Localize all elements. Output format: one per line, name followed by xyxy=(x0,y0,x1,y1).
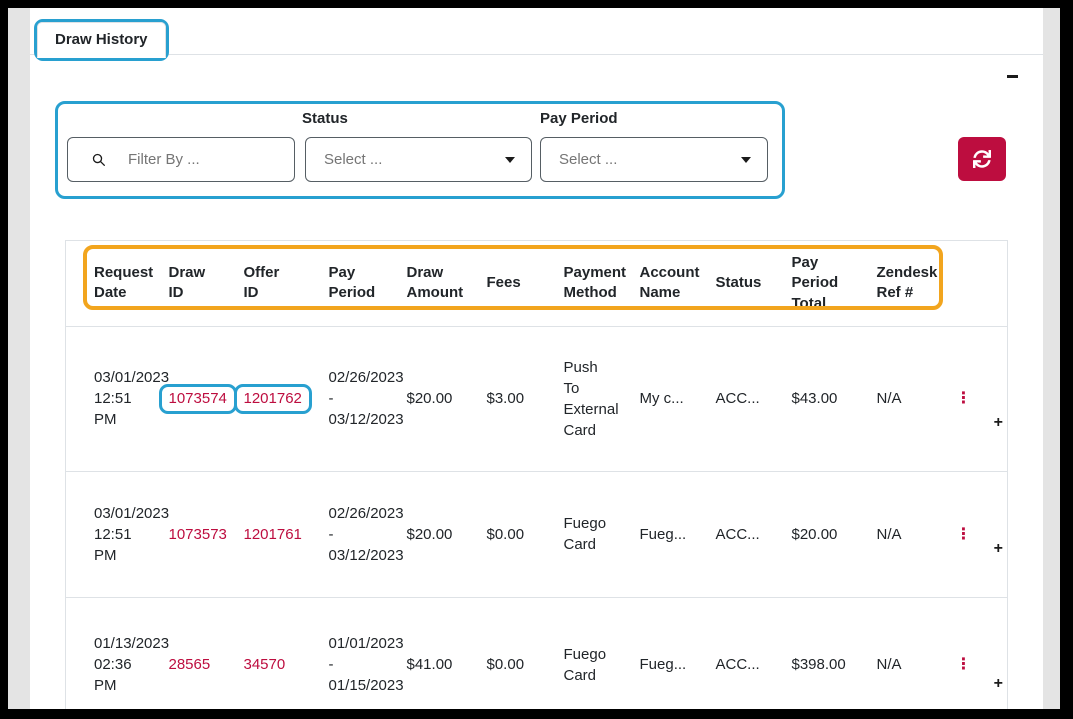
col-header-account-name: Account Name xyxy=(611,240,700,327)
cell-pay-period-total: $20.00 xyxy=(763,470,849,598)
cell-status: ACC... xyxy=(687,596,764,709)
cell-draw-amount: $20.00 xyxy=(406,390,453,408)
cell-payment-method: Push To External Card xyxy=(563,358,619,439)
cell-zendesk-ref: N/A xyxy=(848,470,938,598)
cell-fees: $3.00 xyxy=(486,390,525,408)
table-row: 03/01/2023 12:51 PM 1073574 1201762 02/2… xyxy=(66,326,1008,471)
cell-offer-id: 1201762 xyxy=(216,326,312,471)
pay-period-label: Pay Period xyxy=(540,110,618,127)
tab-bar xyxy=(30,8,1043,55)
cell-offer-id: 1201761 xyxy=(215,470,302,598)
cell-actions: ⋮ xyxy=(938,326,973,471)
draw-history-table: Request Date Draw ID Offer ID Pay Period… xyxy=(65,240,1008,709)
offer-id-link[interactable]: 34570 xyxy=(243,656,286,674)
cell-pay-period-total: $398.00 xyxy=(763,596,849,709)
col-header-expand xyxy=(972,240,1008,327)
col-header-actions xyxy=(937,240,973,327)
cell-expand: + xyxy=(973,326,1008,471)
col-header-fees: Fees xyxy=(458,240,536,327)
table-row: 01/13/2023 02:36 PM 28565 34570 01/01/20… xyxy=(65,596,1008,709)
expand-plus-icon[interactable]: + xyxy=(993,539,1003,557)
refresh-button[interactable] xyxy=(958,137,1006,181)
cell-draw-id: 1073574 xyxy=(141,326,237,471)
cell-fees: $0.00 xyxy=(458,470,536,598)
cell-actions: ⋮ xyxy=(937,470,973,598)
col-header-draw-amount: Draw Amount xyxy=(378,240,463,327)
cell-payment-method: Fuego Card xyxy=(535,470,612,598)
caret-down-icon xyxy=(505,156,515,163)
status-select[interactable]: Select ... xyxy=(305,137,532,182)
cell-pay-period: 01/01/2023 - 01/15/2023 xyxy=(300,596,404,709)
cell-pay-period-total: $43.00 xyxy=(791,390,838,408)
col-header-request-date: Request Date xyxy=(65,240,153,327)
filter-search-input[interactable] xyxy=(126,150,284,169)
cell-pay-period: 02/26/2023 - 03/12/2023 xyxy=(300,470,404,598)
cell-account-name: Fueg... xyxy=(611,470,688,598)
col-header-pay-period: Pay Period xyxy=(300,240,379,327)
cell-zendesk-ref: N/A xyxy=(848,596,938,709)
tab-draw-history[interactable]: Draw History xyxy=(37,22,166,58)
cell-draw-id: 1073573 xyxy=(140,470,227,598)
col-header-offer-id: Offer ID xyxy=(215,240,301,327)
table-header-row: Request Date Draw ID Offer ID Pay Period… xyxy=(65,240,1008,327)
offer-id-link[interactable]: 1201762 xyxy=(233,383,312,414)
cell-expand: + xyxy=(972,596,1008,709)
annotation-box-filters: Status Select ... Pay Period Select ... xyxy=(55,101,785,199)
cell-pay-period: 02/26/2023 - 03/12/2023 xyxy=(328,369,404,429)
col-header-zendesk-ref: Zendesk Ref # xyxy=(848,240,938,327)
cell-draw-amount: $41.00 xyxy=(378,596,459,709)
cell-status: ACC... xyxy=(687,470,764,598)
minus-icon xyxy=(1007,75,1018,78)
refresh-icon xyxy=(973,150,991,168)
cell-expand: + xyxy=(972,470,1008,598)
kebab-menu-icon[interactable]: ⋮ xyxy=(955,656,972,674)
cell-draw-amount: $20.00 xyxy=(378,470,459,598)
expand-plus-icon[interactable]: + xyxy=(993,413,1003,431)
caret-down-icon xyxy=(741,156,751,163)
draw-history-card: Draw History Status Select ... Pay Perio… xyxy=(30,8,1043,709)
cell-draw-id: 28565 xyxy=(140,596,216,709)
draw-id-link[interactable]: 28565 xyxy=(168,656,211,674)
cell-request-date: 03/01/2023 12:51 PM xyxy=(65,470,169,598)
status-label: Status xyxy=(302,110,348,127)
cell-account-name: Fueg... xyxy=(611,596,688,709)
cell-request-date: 01/13/2023 02:36 PM xyxy=(65,596,169,709)
cell-request-date: 03/01/2023 12:51 PM xyxy=(94,369,170,429)
col-header-draw-id: Draw ID xyxy=(140,240,216,327)
status-select-value: Select ... xyxy=(324,151,383,168)
cell-zendesk-ref: N/A xyxy=(876,390,902,408)
col-header-payment-method: Payment Method xyxy=(535,240,626,327)
cell-status: ACC... xyxy=(715,390,760,408)
col-header-pay-period-total: Pay Period Total xyxy=(763,240,849,327)
cell-actions: ⋮ xyxy=(937,596,973,709)
search-icon xyxy=(92,153,105,166)
draw-id-link[interactable]: 1073574 xyxy=(158,383,237,414)
table-row: 03/01/2023 12:51 PM 1073573 1201761 02/2… xyxy=(65,470,1008,598)
draw-history-table-wrap: Request Date Draw ID Offer ID Pay Period… xyxy=(65,240,1008,709)
cell-account-name: My c... xyxy=(639,390,684,408)
annotation-box-tab: Draw History xyxy=(34,19,169,61)
offer-id-link[interactable]: 1201761 xyxy=(243,525,302,543)
pay-period-select[interactable]: Select ... xyxy=(540,137,768,182)
page-background: Draw History Status Select ... Pay Perio… xyxy=(8,8,1060,709)
kebab-menu-icon[interactable]: ⋮ xyxy=(955,390,972,408)
cell-fees: $0.00 xyxy=(458,596,536,709)
kebab-menu-icon[interactable]: ⋮ xyxy=(955,525,972,543)
cell-offer-id: 34570 xyxy=(215,596,301,709)
filter-search-box[interactable] xyxy=(67,137,295,182)
cell-payment-method: Fuego Card xyxy=(535,596,612,709)
pay-period-select-value: Select ... xyxy=(559,151,618,168)
draw-id-link[interactable]: 1073573 xyxy=(168,525,227,543)
collapse-button[interactable] xyxy=(1002,68,1024,82)
col-header-status: Status xyxy=(687,240,764,327)
expand-plus-icon[interactable]: + xyxy=(993,674,1003,692)
